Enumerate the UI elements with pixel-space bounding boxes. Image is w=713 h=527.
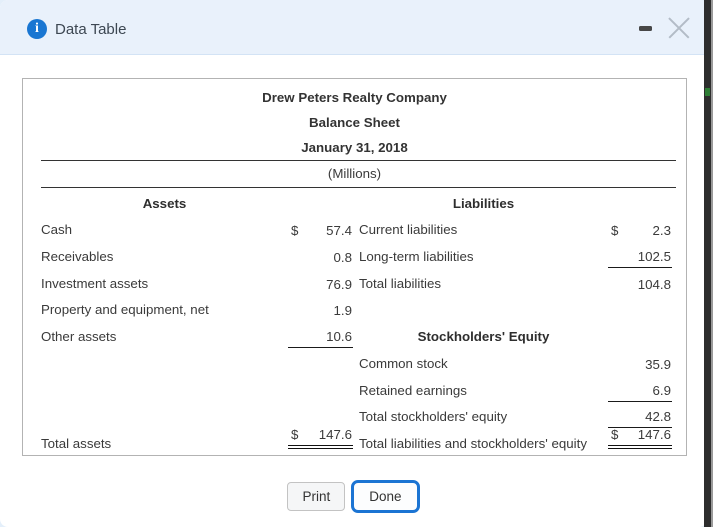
amount-value: 2.3: [652, 223, 672, 239]
minimize-icon: [639, 25, 652, 31]
dialog-actions: Print Done: [0, 480, 707, 513]
table-row: Other assets 10.6 Stockholders' Equity: [23, 321, 686, 349]
account-label: [41, 371, 288, 375]
amount-cell: 0.8: [288, 250, 353, 268]
amount-cell: 76.9: [288, 277, 353, 295]
account-label: [359, 317, 608, 321]
amount-value: 147.6: [318, 426, 352, 442]
amount-cell: $ 2.3: [608, 223, 672, 241]
window-controls: [639, 0, 691, 55]
amount-value: 0.8: [333, 250, 353, 266]
amount-cell: [608, 345, 672, 348]
account-label: Receivables: [41, 249, 114, 265]
dollar-sign: $: [291, 223, 299, 239]
dollar-sign: $: [291, 426, 299, 442]
amount-cell: $ 147.6: [608, 427, 672, 449]
account-label: Property and equipment, net: [41, 302, 209, 318]
amount-cell: 1.9: [288, 303, 353, 321]
amount-cell: 104.8: [608, 277, 672, 295]
table-row: Common stock 35.9: [23, 348, 686, 375]
amount-cell: $ 57.4: [288, 223, 353, 241]
account-label: Common stock: [359, 355, 448, 371]
done-button[interactable]: Done: [351, 480, 420, 513]
account-label: Total assets: [41, 435, 112, 451]
amount-value: 35.9: [645, 356, 671, 372]
dialog-title: Data Table: [55, 21, 127, 38]
amount-value: 6.9: [652, 382, 672, 398]
minimize-button[interactable]: [639, 17, 653, 39]
table-row: Investment assets 76.9 Total liabilities…: [23, 268, 686, 295]
amount-value: 42.8: [645, 409, 671, 425]
account-label: Total liabilities: [359, 275, 442, 291]
account-label: Total stockholders' equity: [359, 409, 508, 425]
amount-cell: 35.9: [608, 357, 672, 375]
amount-value: 76.9: [326, 276, 352, 292]
amount-cell: 6.9: [608, 383, 672, 402]
amount-value: 102.5: [637, 249, 671, 265]
amount-value: 10.6: [326, 329, 352, 345]
account-label: Investment assets: [41, 275, 149, 291]
company-name: Drew Peters Realty Company: [262, 90, 447, 105]
divider-line: [41, 187, 676, 188]
amount-cell: [608, 318, 672, 321]
table-row: Property and equipment, net 1.9: [23, 295, 686, 322]
table-row: Receivables 0.8 Long-term liabilities 10…: [23, 241, 686, 269]
amount-cell: 42.8: [608, 409, 672, 429]
balance-sheet-table: Drew Peters Realty Company Balance Sheet…: [22, 78, 687, 456]
statement-titles: Drew Peters Realty Company Balance Sheet…: [23, 79, 686, 160]
amount-value: 104.8: [637, 276, 671, 292]
divider-line: [41, 160, 676, 161]
section-header-row: Assets Liabilities: [23, 188, 686, 215]
assets-section-header: Assets: [142, 195, 187, 211]
liabilities-section-header: Liabilities: [452, 195, 515, 211]
amount-value: 147.6: [637, 426, 671, 442]
amount-cell: 10.6: [288, 329, 353, 349]
dollar-sign: $: [611, 426, 619, 442]
dollar-sign: $: [611, 223, 619, 239]
print-button[interactable]: Print: [287, 482, 346, 511]
table-row: Total stockholders' equity 42.8: [23, 402, 686, 429]
info-icon: i: [27, 19, 47, 39]
amount-cell: [288, 372, 353, 375]
dialog-header: i Data Table: [0, 0, 707, 55]
equity-section-header: Stockholders' Equity: [417, 329, 550, 345]
close-icon[interactable]: [667, 16, 691, 40]
statement-name: Balance Sheet: [309, 115, 400, 130]
account-label: Long-term liabilities: [359, 249, 474, 265]
account-label: Cash: [41, 222, 73, 238]
account-label: Retained earnings: [359, 382, 467, 398]
background-strip: [704, 0, 713, 527]
table-rows: Assets Liabilities Cash $ 57.4 Current l…: [23, 188, 686, 455]
amount-cell: $ 147.6: [288, 427, 353, 449]
account-label: [41, 424, 288, 428]
statement-date: January 31, 2018: [301, 140, 408, 155]
amount-value: 1.9: [333, 303, 353, 319]
account-label: Total liabilities and stockholders' equi…: [359, 435, 587, 451]
account-label: Other assets: [41, 329, 117, 345]
account-label: [41, 398, 288, 402]
amount-value: 57.4: [326, 223, 352, 239]
table-row: Retained earnings 6.9: [23, 375, 686, 402]
table-row: Total assets $ 147.6 Total liabilities a…: [23, 427, 686, 455]
units-label: (Millions): [327, 166, 382, 181]
amount-cell: 102.5: [608, 249, 672, 269]
amount-cell: [288, 399, 353, 402]
green-marker: [705, 88, 710, 96]
table-row: Cash $ 57.4 Current liabilities $ 2.3: [23, 215, 686, 242]
account-label: Current liabilities: [359, 222, 458, 238]
